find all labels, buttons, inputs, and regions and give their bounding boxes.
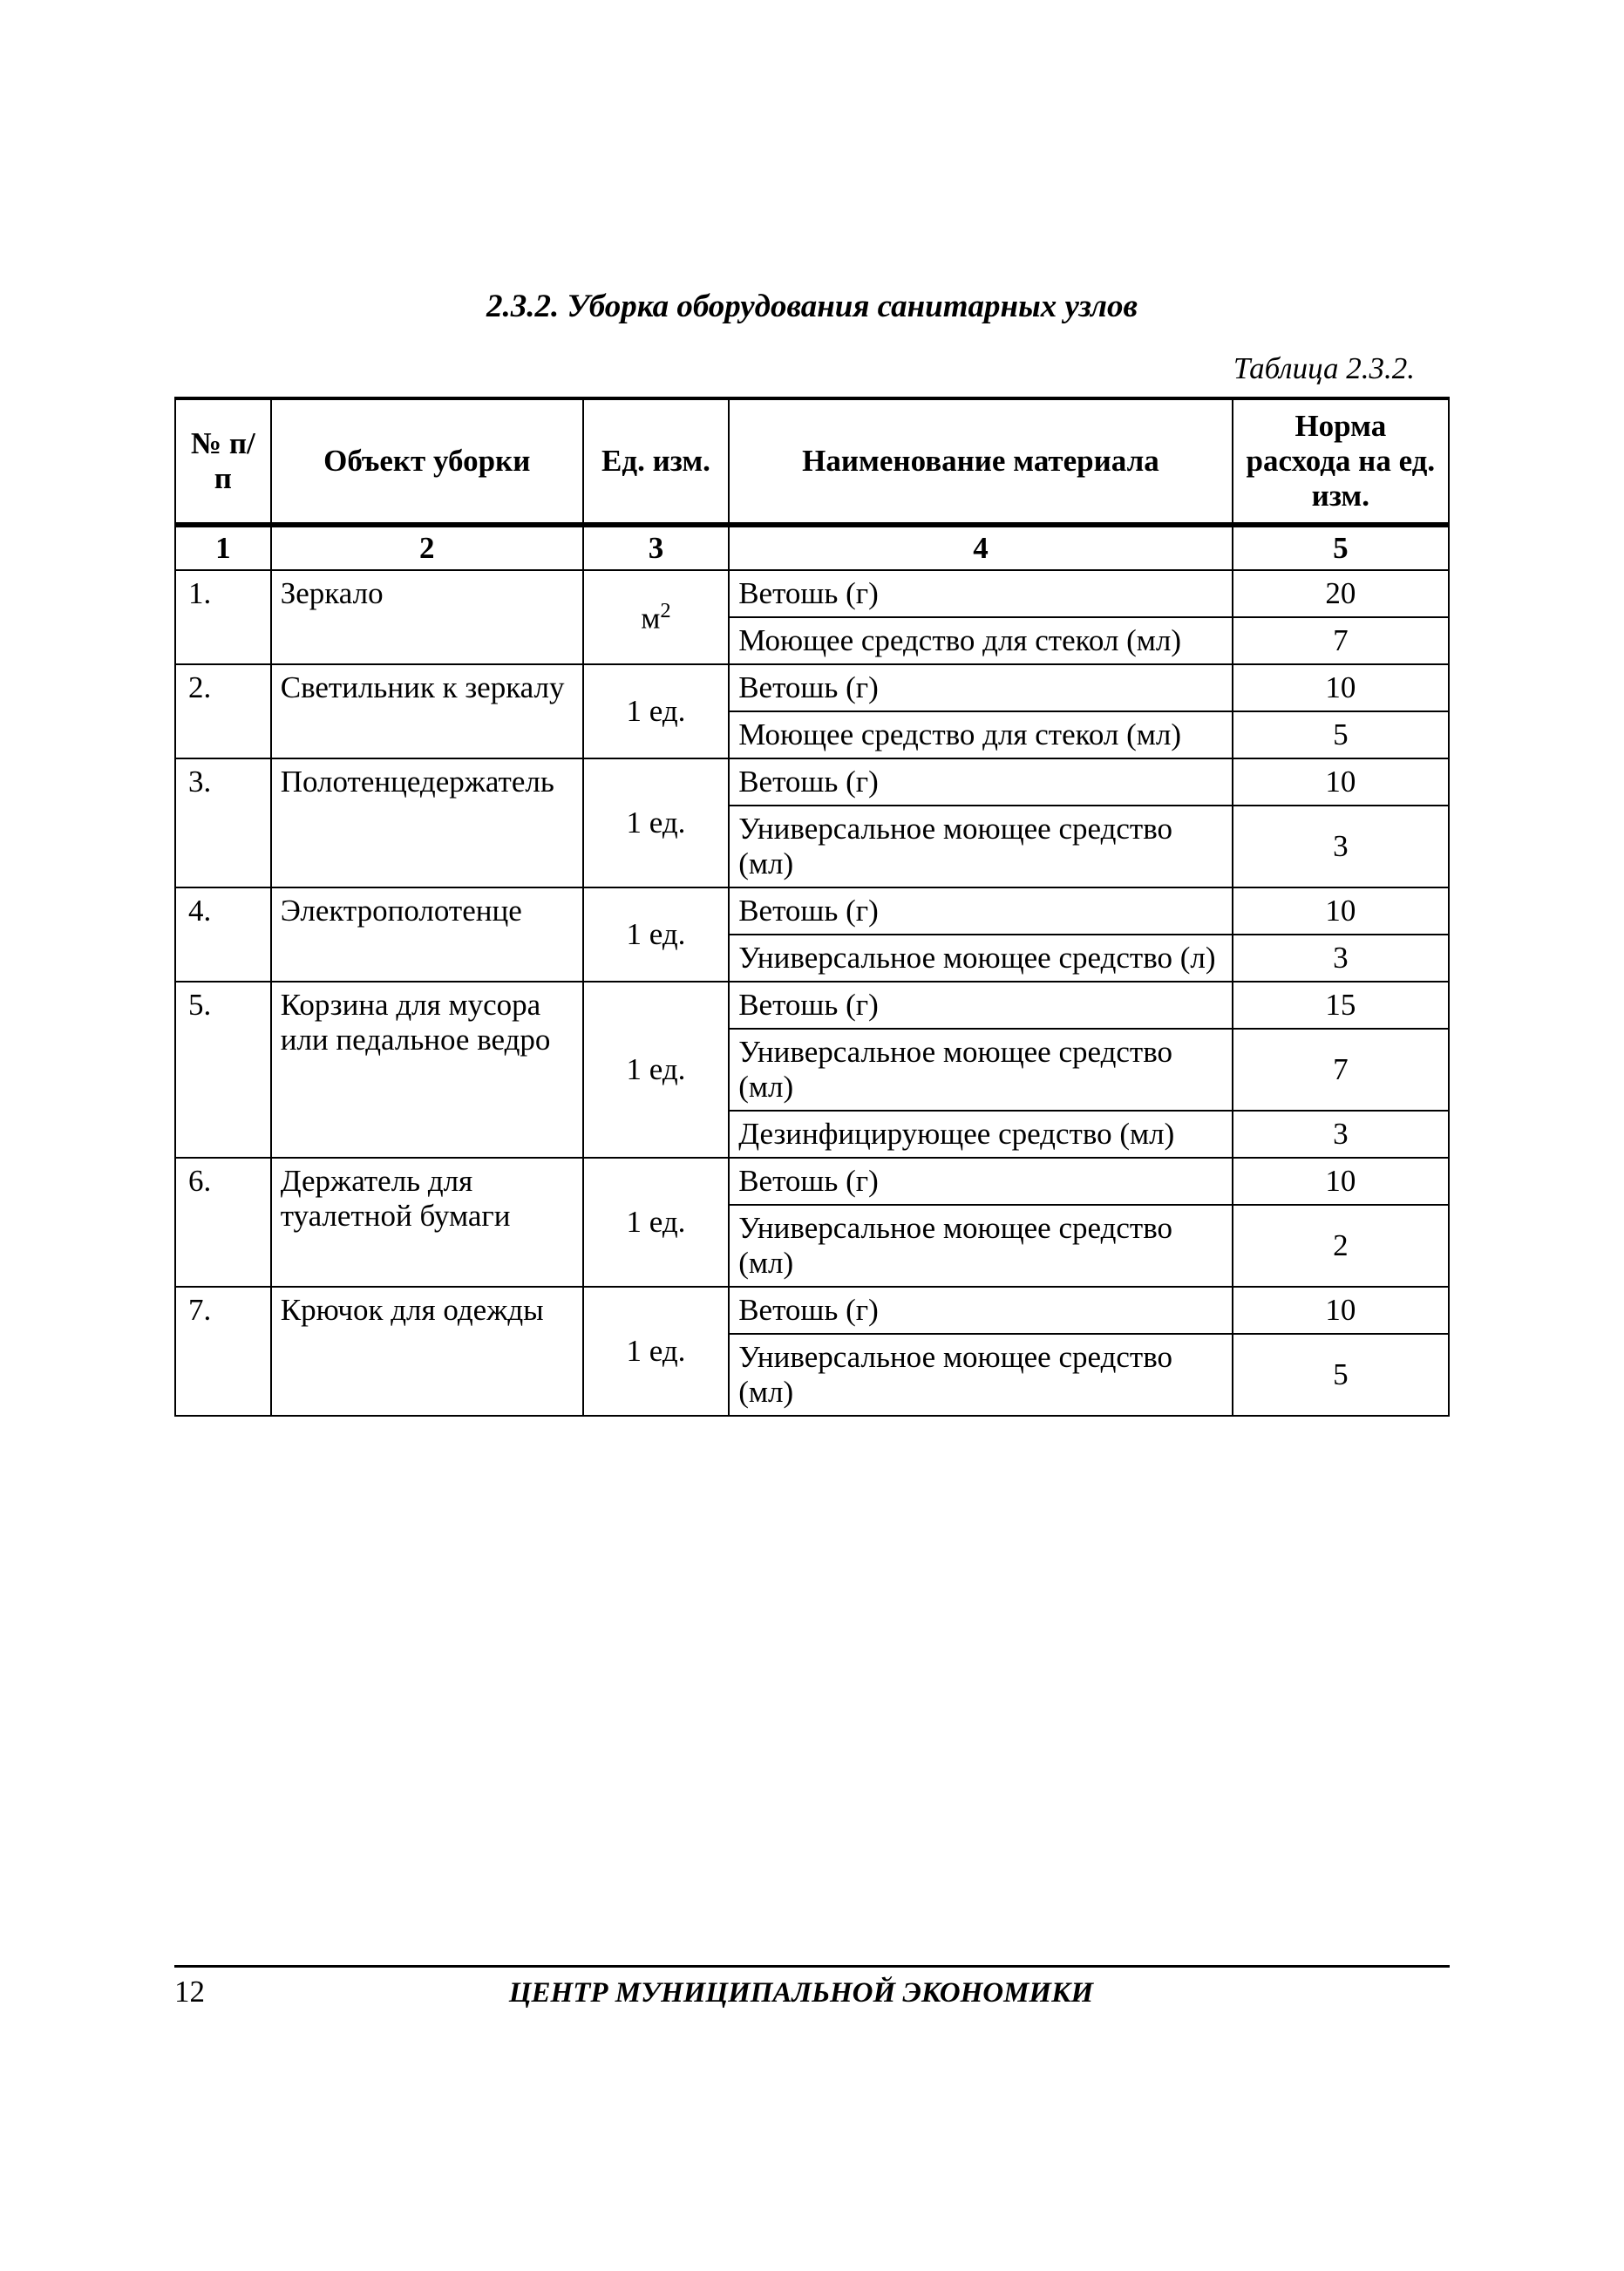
material-cell: Ветошь (г) bbox=[729, 887, 1232, 935]
row-number: 6. bbox=[175, 1158, 271, 1287]
table-label: Таблица 2.3.2. bbox=[174, 351, 1450, 386]
norm-cell: 3 bbox=[1233, 1111, 1449, 1158]
table-header-row: № п/п Объект уборки Ед. изм. Наименовани… bbox=[175, 398, 1449, 525]
norm-cell: 10 bbox=[1233, 1287, 1449, 1334]
row-number: 1. bbox=[175, 570, 271, 664]
table-row: 4.Электрополо­тенце1 ед.Ветошь (г)10 bbox=[175, 887, 1449, 935]
norm-cell: 20 bbox=[1233, 570, 1449, 617]
norm-cell: 10 bbox=[1233, 1158, 1449, 1205]
material-cell: Ветошь (г) bbox=[729, 664, 1232, 711]
table-row: 5.Корзина для мусора или пе­дальное ведр… bbox=[175, 982, 1449, 1029]
norm-cell: 3 bbox=[1233, 935, 1449, 982]
header-norm: Норма расхода на ед. изм. bbox=[1233, 398, 1449, 525]
material-cell: Ветошь (г) bbox=[729, 758, 1232, 806]
norm-cell: 15 bbox=[1233, 982, 1449, 1029]
norm-cell: 3 bbox=[1233, 806, 1449, 887]
norm-cell: 10 bbox=[1233, 758, 1449, 806]
row-number: 2. bbox=[175, 664, 271, 758]
header-unit: Ед. изм. bbox=[583, 398, 729, 525]
norm-cell: 2 bbox=[1233, 1205, 1449, 1287]
object-cell: Зеркало bbox=[271, 570, 583, 664]
material-cell: Ветошь (г) bbox=[729, 570, 1232, 617]
materials-table: № п/п Объект уборки Ед. изм. Наименовани… bbox=[174, 397, 1450, 1417]
material-cell: Ветошь (г) bbox=[729, 982, 1232, 1029]
material-cell: Моющее средство для стекол (мл) bbox=[729, 711, 1232, 758]
norm-cell: 7 bbox=[1233, 617, 1449, 664]
footer-divider bbox=[174, 1965, 1450, 1968]
material-cell: Универсальное моющее средство (л) bbox=[729, 935, 1232, 982]
object-cell: Светильник к зеркалу bbox=[271, 664, 583, 758]
object-cell: Крючок для одежды bbox=[271, 1287, 583, 1416]
material-cell: Моющее средство для стекол (мл) bbox=[729, 617, 1232, 664]
norm-cell: 10 bbox=[1233, 664, 1449, 711]
norm-cell: 5 bbox=[1233, 711, 1449, 758]
unit-cell: 1 ед. bbox=[583, 1158, 729, 1287]
table-row: 3.Полотенцедер­жатель1 ед.Ветошь (г)10 bbox=[175, 758, 1449, 806]
material-cell: Дезинфицирующее средство (мл) bbox=[729, 1111, 1232, 1158]
header-number-cell: 2 bbox=[271, 525, 583, 570]
material-cell: Универсальное моющее средство (мл) bbox=[729, 806, 1232, 887]
header-num: № п/п bbox=[175, 398, 271, 525]
object-cell: Держатель для туалетной бу­маги bbox=[271, 1158, 583, 1287]
table-row: 1.Зеркалом2Ветошь (г)20 bbox=[175, 570, 1449, 617]
header-number-cell: 3 bbox=[583, 525, 729, 570]
header-object: Объект уборки bbox=[271, 398, 583, 525]
footer-text: ЦЕНТР МУНИЦИПАЛЬНОЙ ЭКОНОМИКИ bbox=[153, 1977, 1450, 2009]
header-number-cell: 4 bbox=[729, 525, 1232, 570]
unit-cell: м2 bbox=[583, 570, 729, 664]
norm-cell: 7 bbox=[1233, 1029, 1449, 1111]
row-number: 3. bbox=[175, 758, 271, 887]
material-cell: Универсальное моющее средство (мл) bbox=[729, 1205, 1232, 1287]
table-body: 1.Зеркалом2Ветошь (г)20Моющее средство д… bbox=[175, 570, 1449, 1416]
row-number: 4. bbox=[175, 887, 271, 982]
unit-cell: 1 ед. bbox=[583, 758, 729, 887]
object-cell: Полотенцедер­жатель bbox=[271, 758, 583, 887]
material-cell: Ветошь (г) bbox=[729, 1287, 1232, 1334]
object-cell: Электрополо­тенце bbox=[271, 887, 583, 982]
unit-cell: 1 ед. bbox=[583, 664, 729, 758]
material-cell: Универсальное моющее средство (мл) bbox=[729, 1029, 1232, 1111]
table-row: 2.Светильник к зеркалу1 ед.Ветошь (г)10 bbox=[175, 664, 1449, 711]
table-header-numbers: 1 2 3 4 5 bbox=[175, 525, 1449, 570]
row-number: 7. bbox=[175, 1287, 271, 1416]
norm-cell: 10 bbox=[1233, 887, 1449, 935]
page-footer: 12 ЦЕНТР МУНИЦИПАЛЬНОЙ ЭКОНОМИКИ bbox=[174, 1965, 1450, 2009]
header-number-cell: 1 bbox=[175, 525, 271, 570]
document-page: 2.3.2. Уборка оборудования санитарных уз… bbox=[0, 0, 1624, 2271]
object-cell: Корзина для мусора или пе­дальное ведро bbox=[271, 982, 583, 1158]
table-row: 6.Держатель для туалетной бу­маги1 ед.Ве… bbox=[175, 1158, 1449, 1205]
header-number-cell: 5 bbox=[1233, 525, 1449, 570]
unit-cell: 1 ед. bbox=[583, 887, 729, 982]
table-row: 7.Крючок для одежды1 ед.Ветошь (г)10 bbox=[175, 1287, 1449, 1334]
unit-cell: 1 ед. bbox=[583, 1287, 729, 1416]
header-material: Наименование материала bbox=[729, 398, 1232, 525]
material-cell: Универсальное моющее средство (мл) bbox=[729, 1334, 1232, 1416]
section-title: 2.3.2. Уборка оборудования санитарных уз… bbox=[174, 288, 1450, 325]
unit-cell: 1 ед. bbox=[583, 982, 729, 1158]
row-number: 5. bbox=[175, 982, 271, 1158]
norm-cell: 5 bbox=[1233, 1334, 1449, 1416]
material-cell: Ветошь (г) bbox=[729, 1158, 1232, 1205]
